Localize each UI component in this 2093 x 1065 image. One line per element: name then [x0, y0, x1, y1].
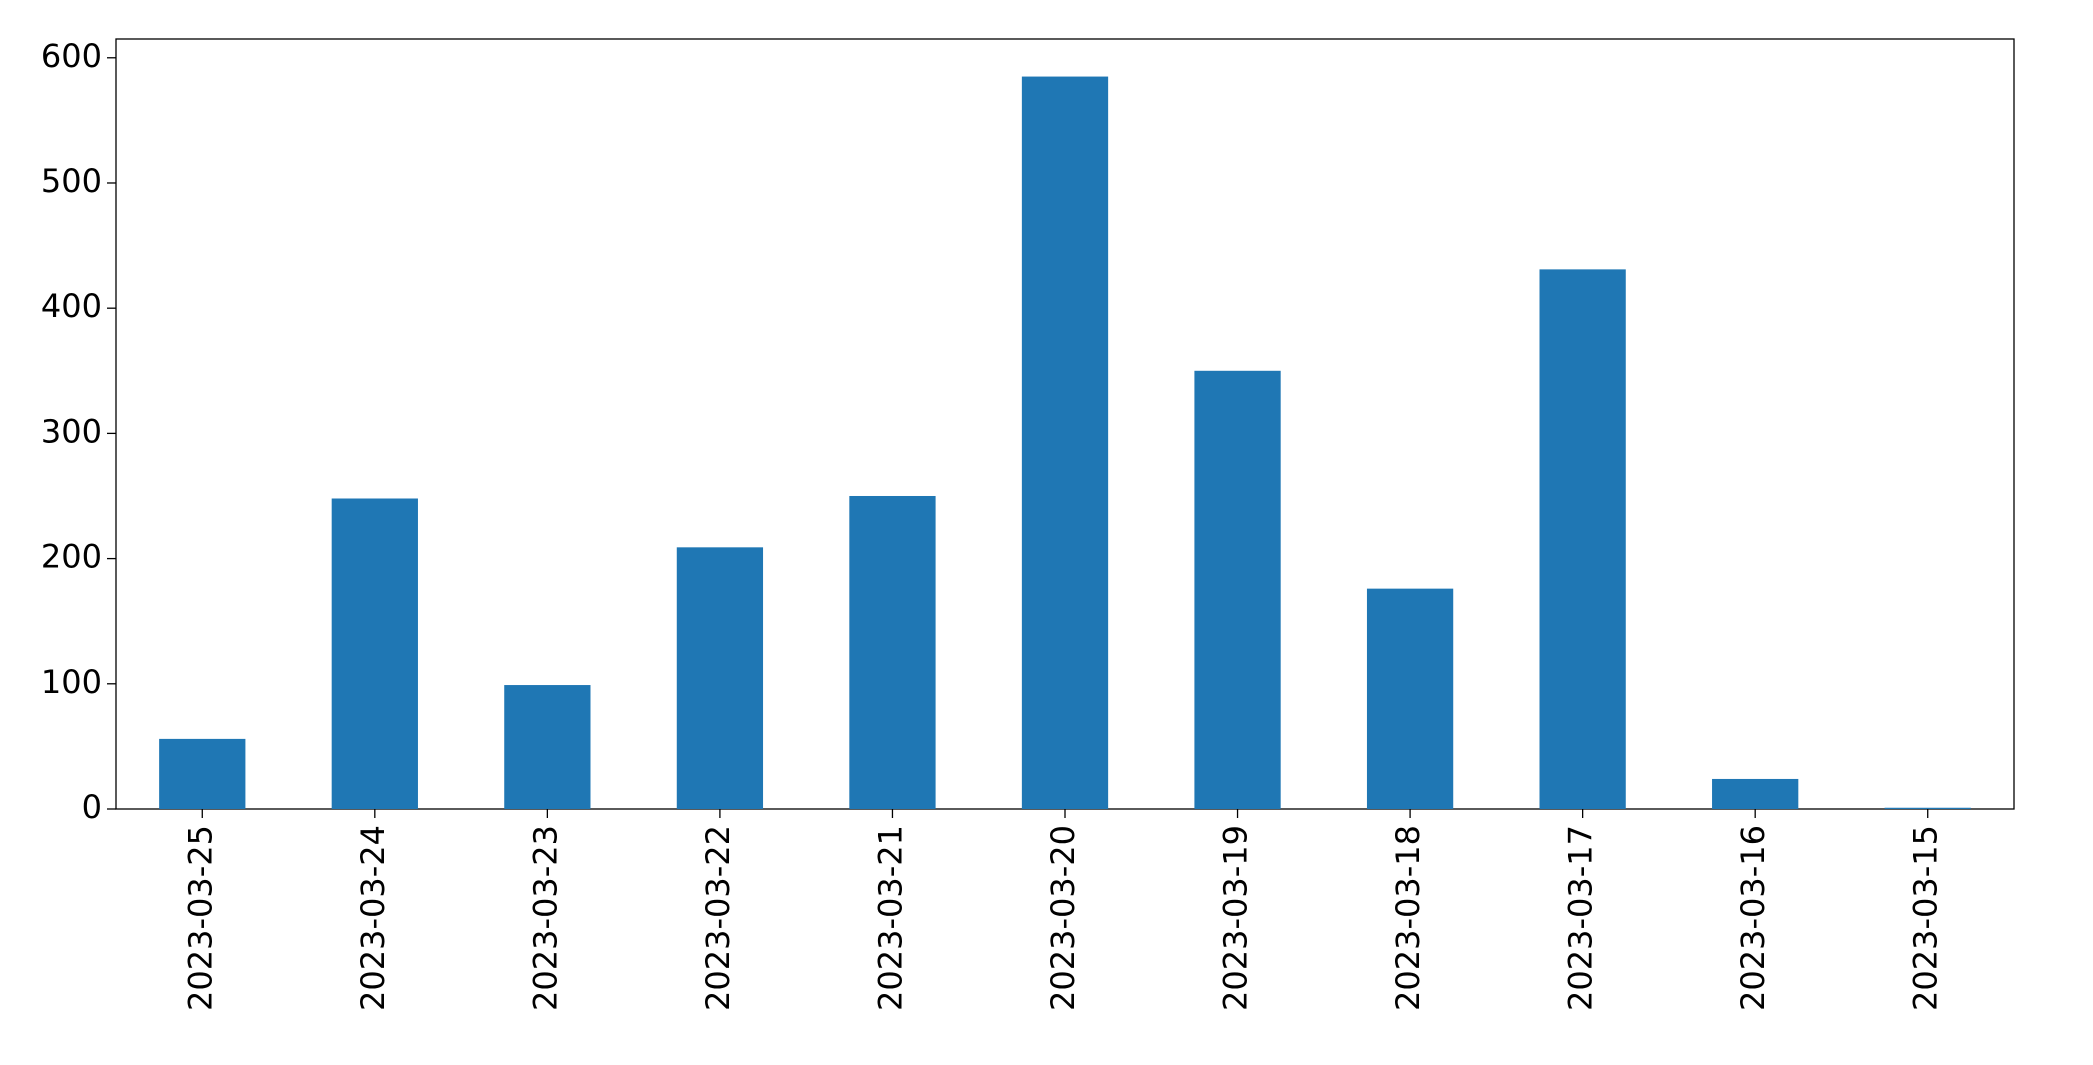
bar [1539, 269, 1626, 809]
bar [1366, 588, 1454, 809]
bar [1021, 76, 1109, 809]
bar [159, 738, 246, 809]
x-tick-label: 2023-03-19 [1217, 825, 1255, 1011]
x-tick-label: 2023-03-25 [181, 825, 219, 1011]
bar [331, 498, 418, 809]
y-tick-label: 0 [82, 788, 102, 826]
bar [1712, 778, 1799, 809]
x-tick-label: 2023-03-17 [1562, 825, 1600, 1011]
x-tick-label: 2023-03-21 [871, 825, 909, 1011]
bar [1884, 807, 1971, 809]
x-tick-label: 2023-03-23 [526, 825, 564, 1011]
bar [849, 495, 936, 809]
y-tick-label: 600 [41, 37, 102, 75]
x-tick-label: 2023-03-20 [1044, 825, 1082, 1011]
bar [676, 547, 764, 809]
y-tick-label: 400 [41, 287, 102, 325]
bar [1194, 370, 1281, 809]
y-tick-label: 100 [41, 663, 102, 701]
y-tick-label: 300 [41, 412, 102, 450]
y-tick-label: 200 [41, 538, 102, 576]
x-tick-label: 2023-03-24 [354, 825, 392, 1011]
x-tick-label: 2023-03-18 [1389, 825, 1427, 1011]
x-tick-label: 2023-03-15 [1907, 825, 1945, 1011]
x-tick-label: 2023-03-16 [1734, 825, 1772, 1011]
bar [504, 685, 591, 809]
x-tick-label: 2023-03-22 [699, 825, 737, 1011]
y-tick-label: 500 [41, 162, 102, 200]
